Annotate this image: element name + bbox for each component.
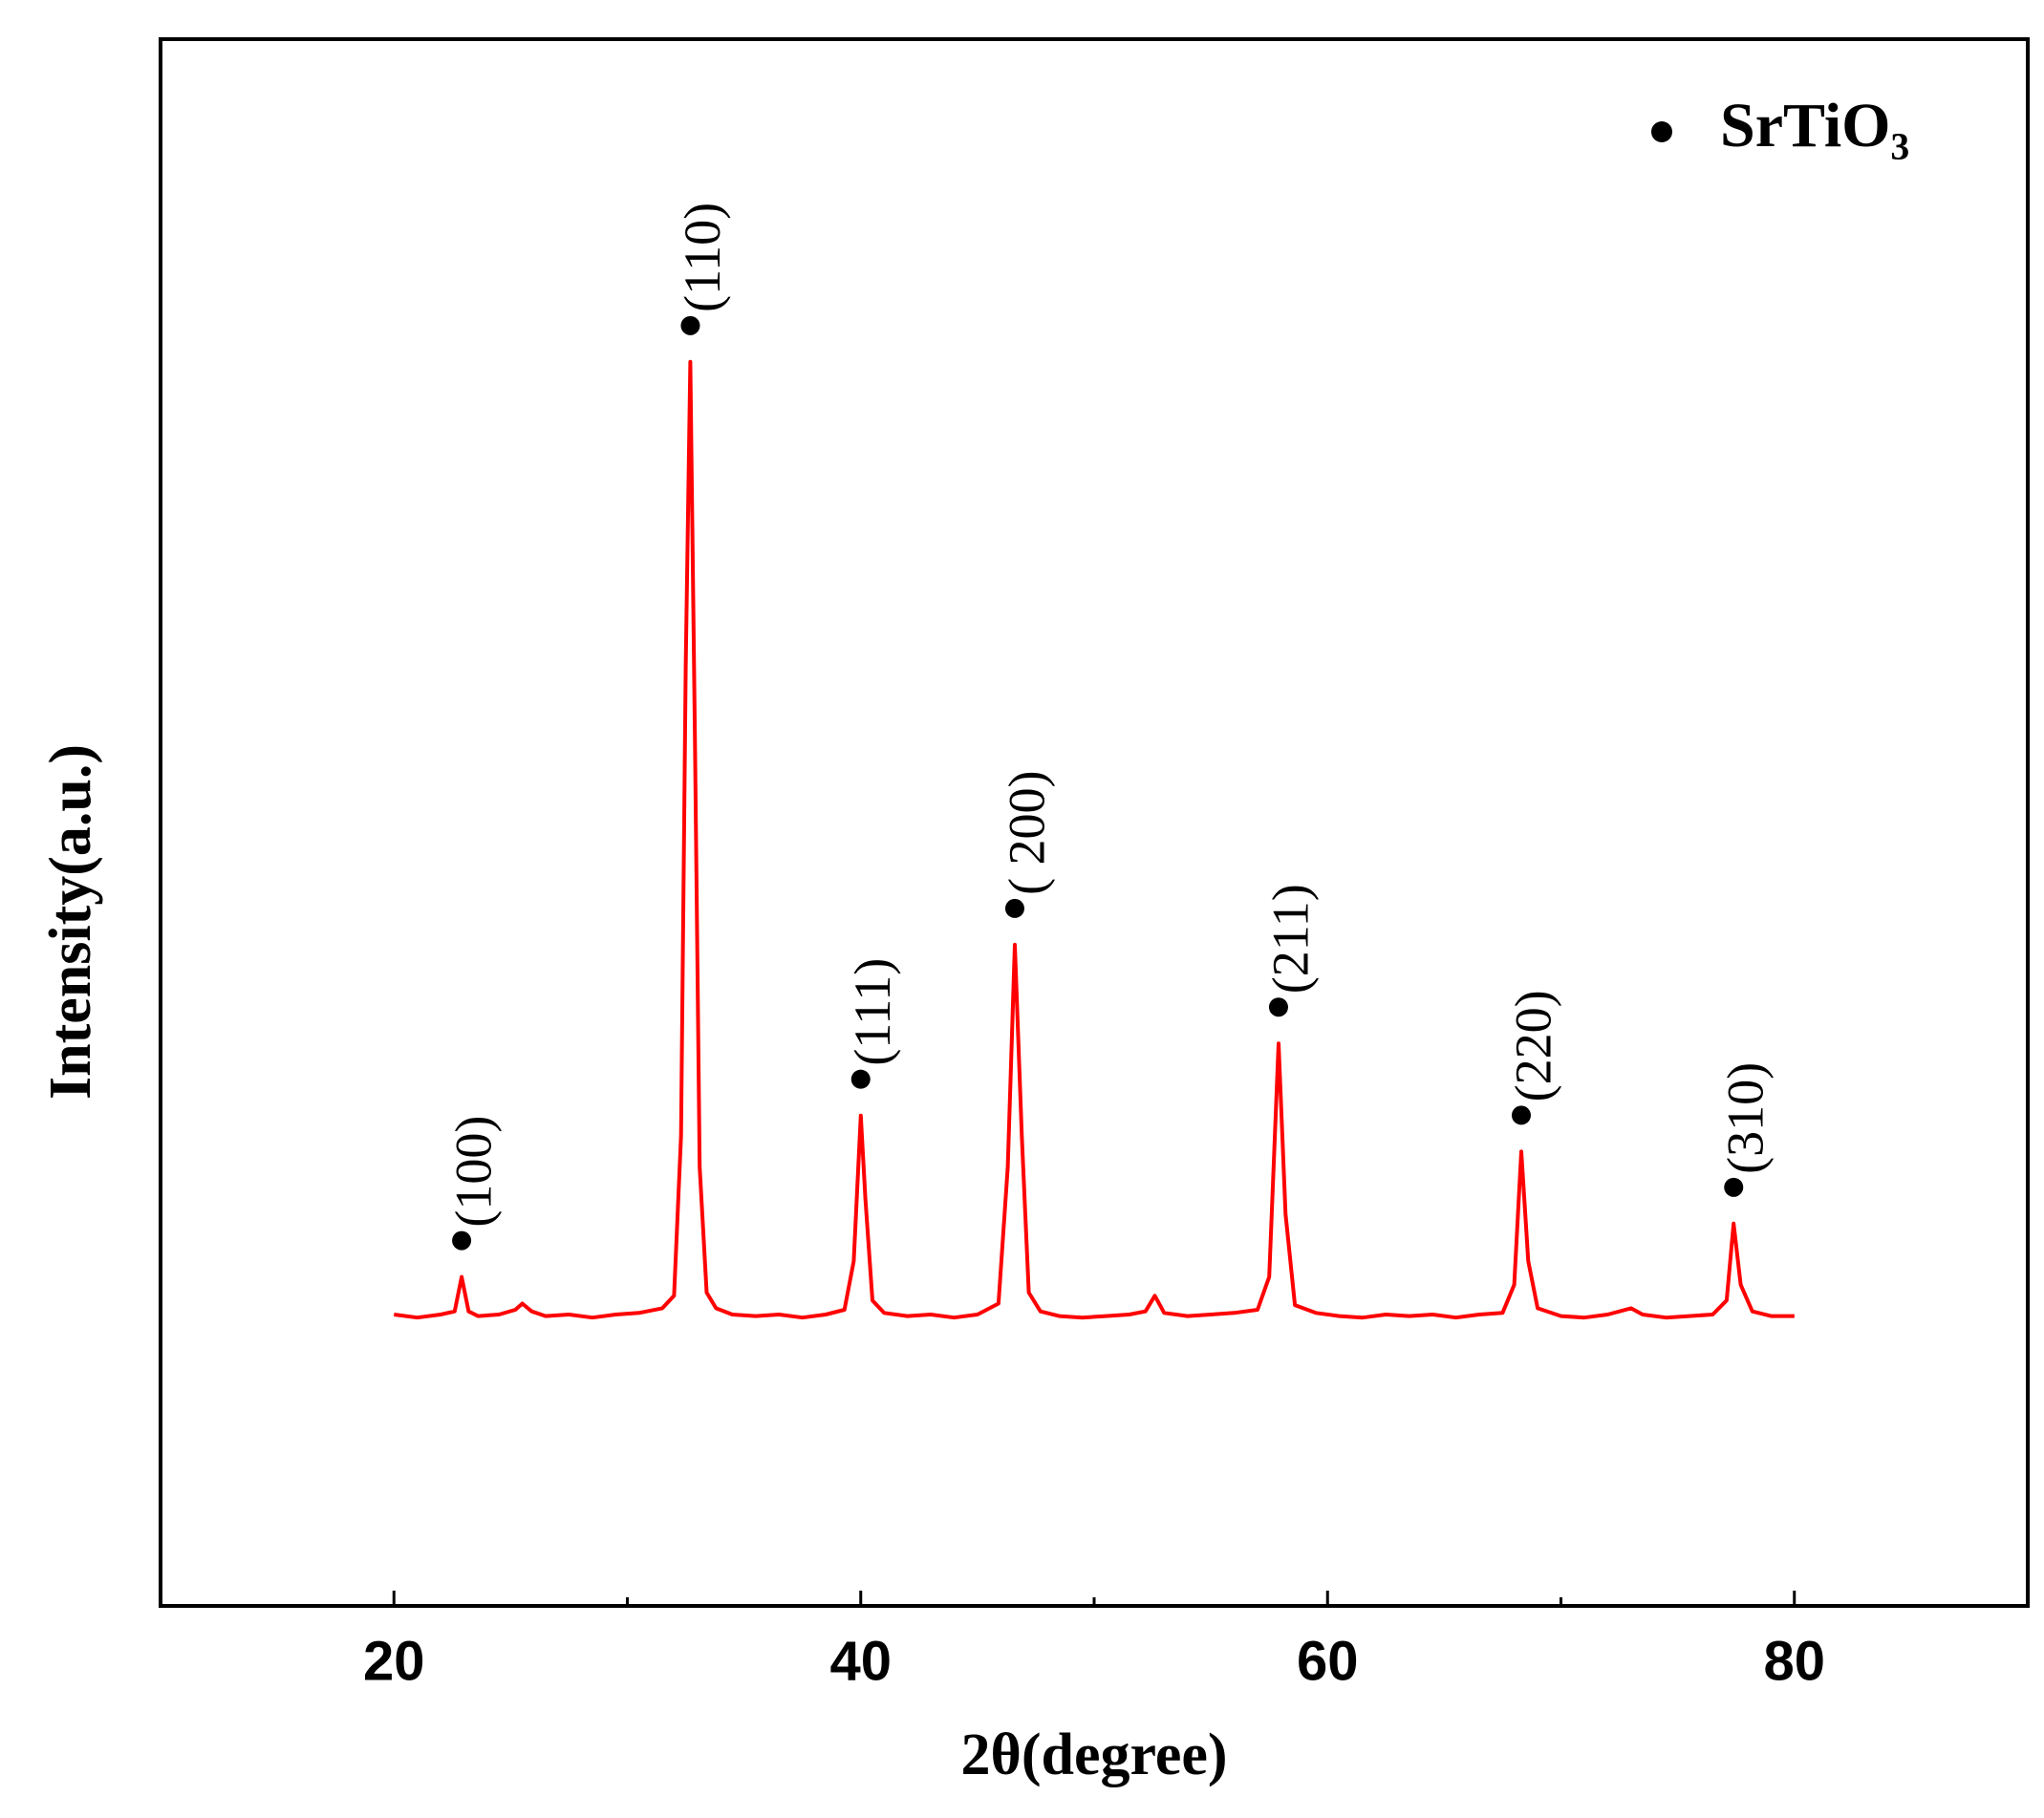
annotation-dot: [452, 1230, 472, 1251]
annotation-label: (310): [1717, 1062, 1775, 1174]
y-axis-label: Intensity(a.u.): [38, 744, 103, 1100]
legend-label: SrTiO₃: [1720, 91, 1909, 160]
x-axis-label: 2θ(degree): [960, 1722, 1227, 1787]
annotation-label: (220): [1504, 990, 1561, 1101]
x-tick-label: 60: [1297, 1630, 1359, 1692]
annotation-dot: [680, 315, 700, 335]
plot-frame: [159, 37, 2030, 1608]
annotation-label: (211): [1261, 884, 1319, 994]
annotation-dot: [1004, 898, 1024, 918]
annotation-dot: [850, 1069, 871, 1089]
annotation-label: (110): [674, 203, 731, 312]
annotation-label: (100): [444, 1116, 502, 1228]
annotation-dot: [1511, 1105, 1531, 1125]
x-tick-label: 20: [363, 1630, 425, 1692]
legend-marker: [1651, 121, 1672, 142]
annotation-dot: [1724, 1177, 1744, 1197]
x-tick-label: 80: [1763, 1630, 1825, 1692]
x-tick-label: 40: [829, 1630, 892, 1692]
annotation-label: (111): [844, 958, 901, 1066]
annotation-dot: [1268, 997, 1288, 1017]
data-line: [394, 359, 1795, 1320]
annotation-label: ( 200): [998, 770, 1055, 894]
